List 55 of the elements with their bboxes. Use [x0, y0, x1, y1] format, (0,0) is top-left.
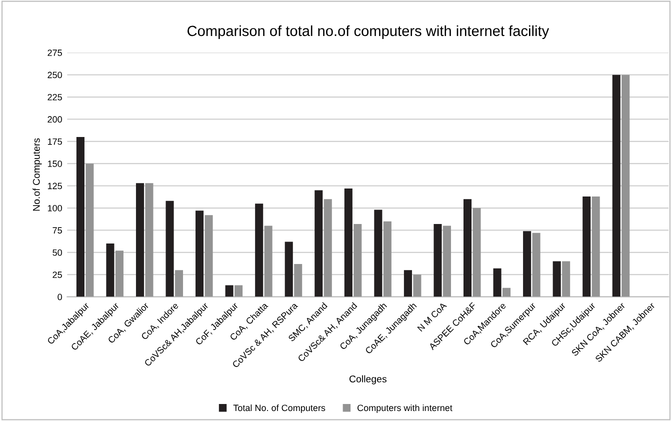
x-axis-title: Colleges	[350, 375, 386, 384]
y-tick-label: 100	[48, 204, 62, 212]
bar	[383, 221, 392, 297]
bar	[502, 288, 511, 297]
bar	[622, 74, 630, 297]
bar	[145, 183, 154, 297]
bar	[284, 242, 293, 297]
bar	[344, 188, 352, 297]
bar	[463, 199, 472, 297]
bar	[354, 224, 362, 297]
bar	[76, 136, 84, 297]
bar	[472, 208, 481, 297]
bar	[225, 285, 234, 297]
bar	[612, 74, 620, 297]
bar	[314, 190, 323, 297]
bar	[234, 285, 243, 297]
bar	[86, 164, 94, 297]
legend-label: Total No. of Computers	[233, 404, 326, 413]
chart-title: Comparison of total no.of computers with internet facility	[188, 25, 550, 39]
bar	[374, 210, 382, 297]
bar	[582, 196, 591, 297]
bar	[324, 199, 332, 297]
bar	[592, 196, 600, 297]
bar	[255, 204, 264, 297]
y-tick-label: 125	[48, 182, 62, 190]
bar	[552, 261, 561, 297]
y-tick-label: 150	[48, 160, 62, 167]
bar	[294, 264, 302, 297]
bar	[204, 215, 213, 297]
y-axis-title: No.of Computers	[32, 138, 42, 211]
bar	[404, 270, 412, 297]
y-tick-label: 225	[48, 94, 62, 100]
bar	[523, 231, 532, 297]
bar	[136, 183, 144, 297]
y-tick-label: 275	[48, 50, 62, 56]
bar	[166, 200, 174, 297]
bar	[442, 226, 451, 297]
bar	[413, 274, 422, 297]
bar	[174, 270, 184, 297]
y-tick-label: 175	[48, 138, 62, 145]
bar	[196, 210, 204, 297]
bar	[562, 261, 570, 297]
bar	[493, 268, 502, 297]
bar	[532, 232, 540, 297]
y-tick-label: 25	[52, 272, 62, 278]
y-tick-label: 50	[52, 249, 62, 256]
y-tick-label: 75	[52, 227, 62, 234]
bar	[106, 244, 114, 297]
y-tick-label: 200	[48, 116, 62, 123]
bar	[115, 250, 124, 297]
legend-label: Computers with internet	[358, 404, 452, 413]
y-tick-label: 0	[58, 294, 62, 300]
bar	[264, 226, 272, 297]
y-tick-label: 250	[48, 72, 62, 78]
bar	[434, 224, 442, 297]
